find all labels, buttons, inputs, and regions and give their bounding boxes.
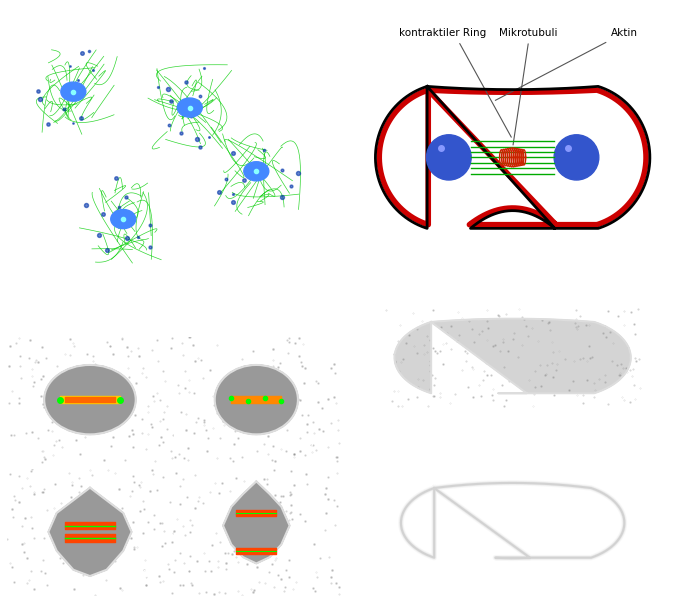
Ellipse shape	[44, 365, 136, 435]
Ellipse shape	[111, 210, 136, 228]
Ellipse shape	[177, 98, 202, 117]
Text: Mikrotubuli: Mikrotubuli	[499, 28, 558, 38]
Text: kontraktiler Ring: kontraktiler Ring	[399, 28, 486, 38]
Ellipse shape	[215, 365, 298, 435]
Ellipse shape	[554, 135, 599, 180]
Text: Aktin: Aktin	[611, 28, 638, 38]
Text: 0: 0	[140, 437, 148, 450]
Text: 48: 48	[299, 437, 314, 450]
Ellipse shape	[244, 162, 269, 181]
Polygon shape	[394, 319, 631, 393]
Polygon shape	[223, 481, 289, 564]
Polygon shape	[48, 488, 132, 576]
Ellipse shape	[61, 82, 86, 101]
Text: 200: 200	[291, 569, 314, 582]
Polygon shape	[375, 87, 650, 228]
Ellipse shape	[426, 135, 471, 180]
Text: 144: 144	[124, 569, 148, 582]
